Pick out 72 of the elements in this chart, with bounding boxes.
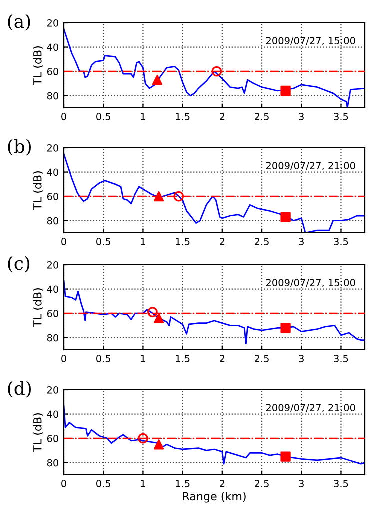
x-tick-label: 1	[141, 480, 146, 488]
x-tick-label: 0.5	[96, 355, 110, 362]
y-axis-title: TL (dB)	[33, 288, 44, 328]
x-tick-label: 0	[62, 355, 66, 362]
y-tick-label: 60	[47, 68, 58, 76]
x-tick-label: 2.5	[255, 480, 269, 488]
x-tick-label: 0.5	[96, 238, 110, 246]
y-tick-label: 80	[47, 217, 58, 225]
annotation: 2009/07/27, 15:00	[266, 37, 356, 46]
x-tick-label: 1.5	[176, 480, 190, 488]
chart-title: (c)	[8, 256, 30, 273]
y-tick-label: 60	[47, 193, 58, 200]
line-series	[64, 405, 365, 465]
point	[280, 86, 291, 96]
x-tick-label: 0	[62, 238, 66, 246]
line-series	[64, 280, 365, 345]
x-tick-label: 2	[220, 480, 225, 488]
y-tick-label: 20	[47, 261, 58, 269]
x-tick-label: 0	[62, 113, 66, 120]
x-tick-label: 3.5	[334, 238, 348, 246]
x-tick-label: 1.5	[176, 355, 190, 362]
x-tick-label: 3.5	[334, 355, 348, 362]
x-tick-label: 1	[141, 113, 146, 120]
x-tick-label: 1.5	[176, 113, 190, 120]
x-tick-label: 2.5	[255, 355, 269, 362]
chart-title: (d)	[8, 381, 32, 398]
y-tick-label: 80	[47, 92, 58, 100]
point	[280, 452, 291, 462]
x-tick-label: 1	[141, 355, 146, 362]
x-tick-label: 2	[220, 113, 225, 120]
point	[154, 440, 164, 450]
x-tick-label: 3	[299, 238, 304, 246]
y-axis-title: TL (dB)	[33, 172, 44, 210]
annotation: 2009/07/27, 21:00	[266, 404, 356, 413]
x-tick-label: 1.5	[176, 238, 190, 246]
x-tick-label: 3	[299, 355, 304, 362]
x-tick-label: 1	[141, 238, 146, 246]
x-tick-label: 2	[220, 355, 225, 362]
y-axis-title: TL (dB)	[33, 414, 44, 452]
annotation: 2009/07/27, 21:00	[266, 162, 356, 171]
y-tick-label: 20	[47, 19, 58, 27]
annotation: 2009/07/27, 15:00	[266, 279, 356, 288]
point	[138, 433, 148, 444]
point	[280, 323, 291, 334]
point	[154, 313, 164, 324]
point	[152, 74, 163, 86]
x-tick-label: 3	[299, 113, 304, 120]
x-tick-label: 2.5	[255, 238, 269, 246]
point	[147, 307, 158, 318]
x-tick-label: 0.5	[96, 480, 110, 488]
x-axis-title: Range (km)	[183, 492, 246, 503]
chart-title: (a)	[8, 14, 30, 31]
y-tick-label: 60	[47, 310, 58, 318]
x-tick-label: 3.5	[334, 480, 348, 488]
y-tick-label: 20	[47, 386, 58, 394]
y-tick-label: 40	[47, 168, 58, 176]
y-tick-label: 40	[47, 410, 58, 418]
y-tick-label: 20	[47, 144, 58, 152]
point	[212, 66, 222, 77]
y-axis-title: TL (dB)	[33, 46, 44, 86]
y-tick-label: 40	[47, 44, 58, 52]
y-tick-label: 60	[47, 435, 58, 442]
y-tick-label: 80	[47, 459, 58, 467]
x-tick-label: 3.5	[334, 113, 348, 120]
x-tick-label: 0.5	[96, 113, 110, 120]
x-tick-label: 3	[299, 480, 304, 488]
x-tick-label: 2	[220, 238, 225, 246]
y-tick-label: 40	[47, 286, 58, 294]
x-tick-label: 2.5	[255, 113, 269, 120]
y-tick-label: 80	[47, 334, 58, 342]
chart-title: (b)	[8, 139, 32, 156]
x-tick-label: 0	[62, 480, 66, 488]
